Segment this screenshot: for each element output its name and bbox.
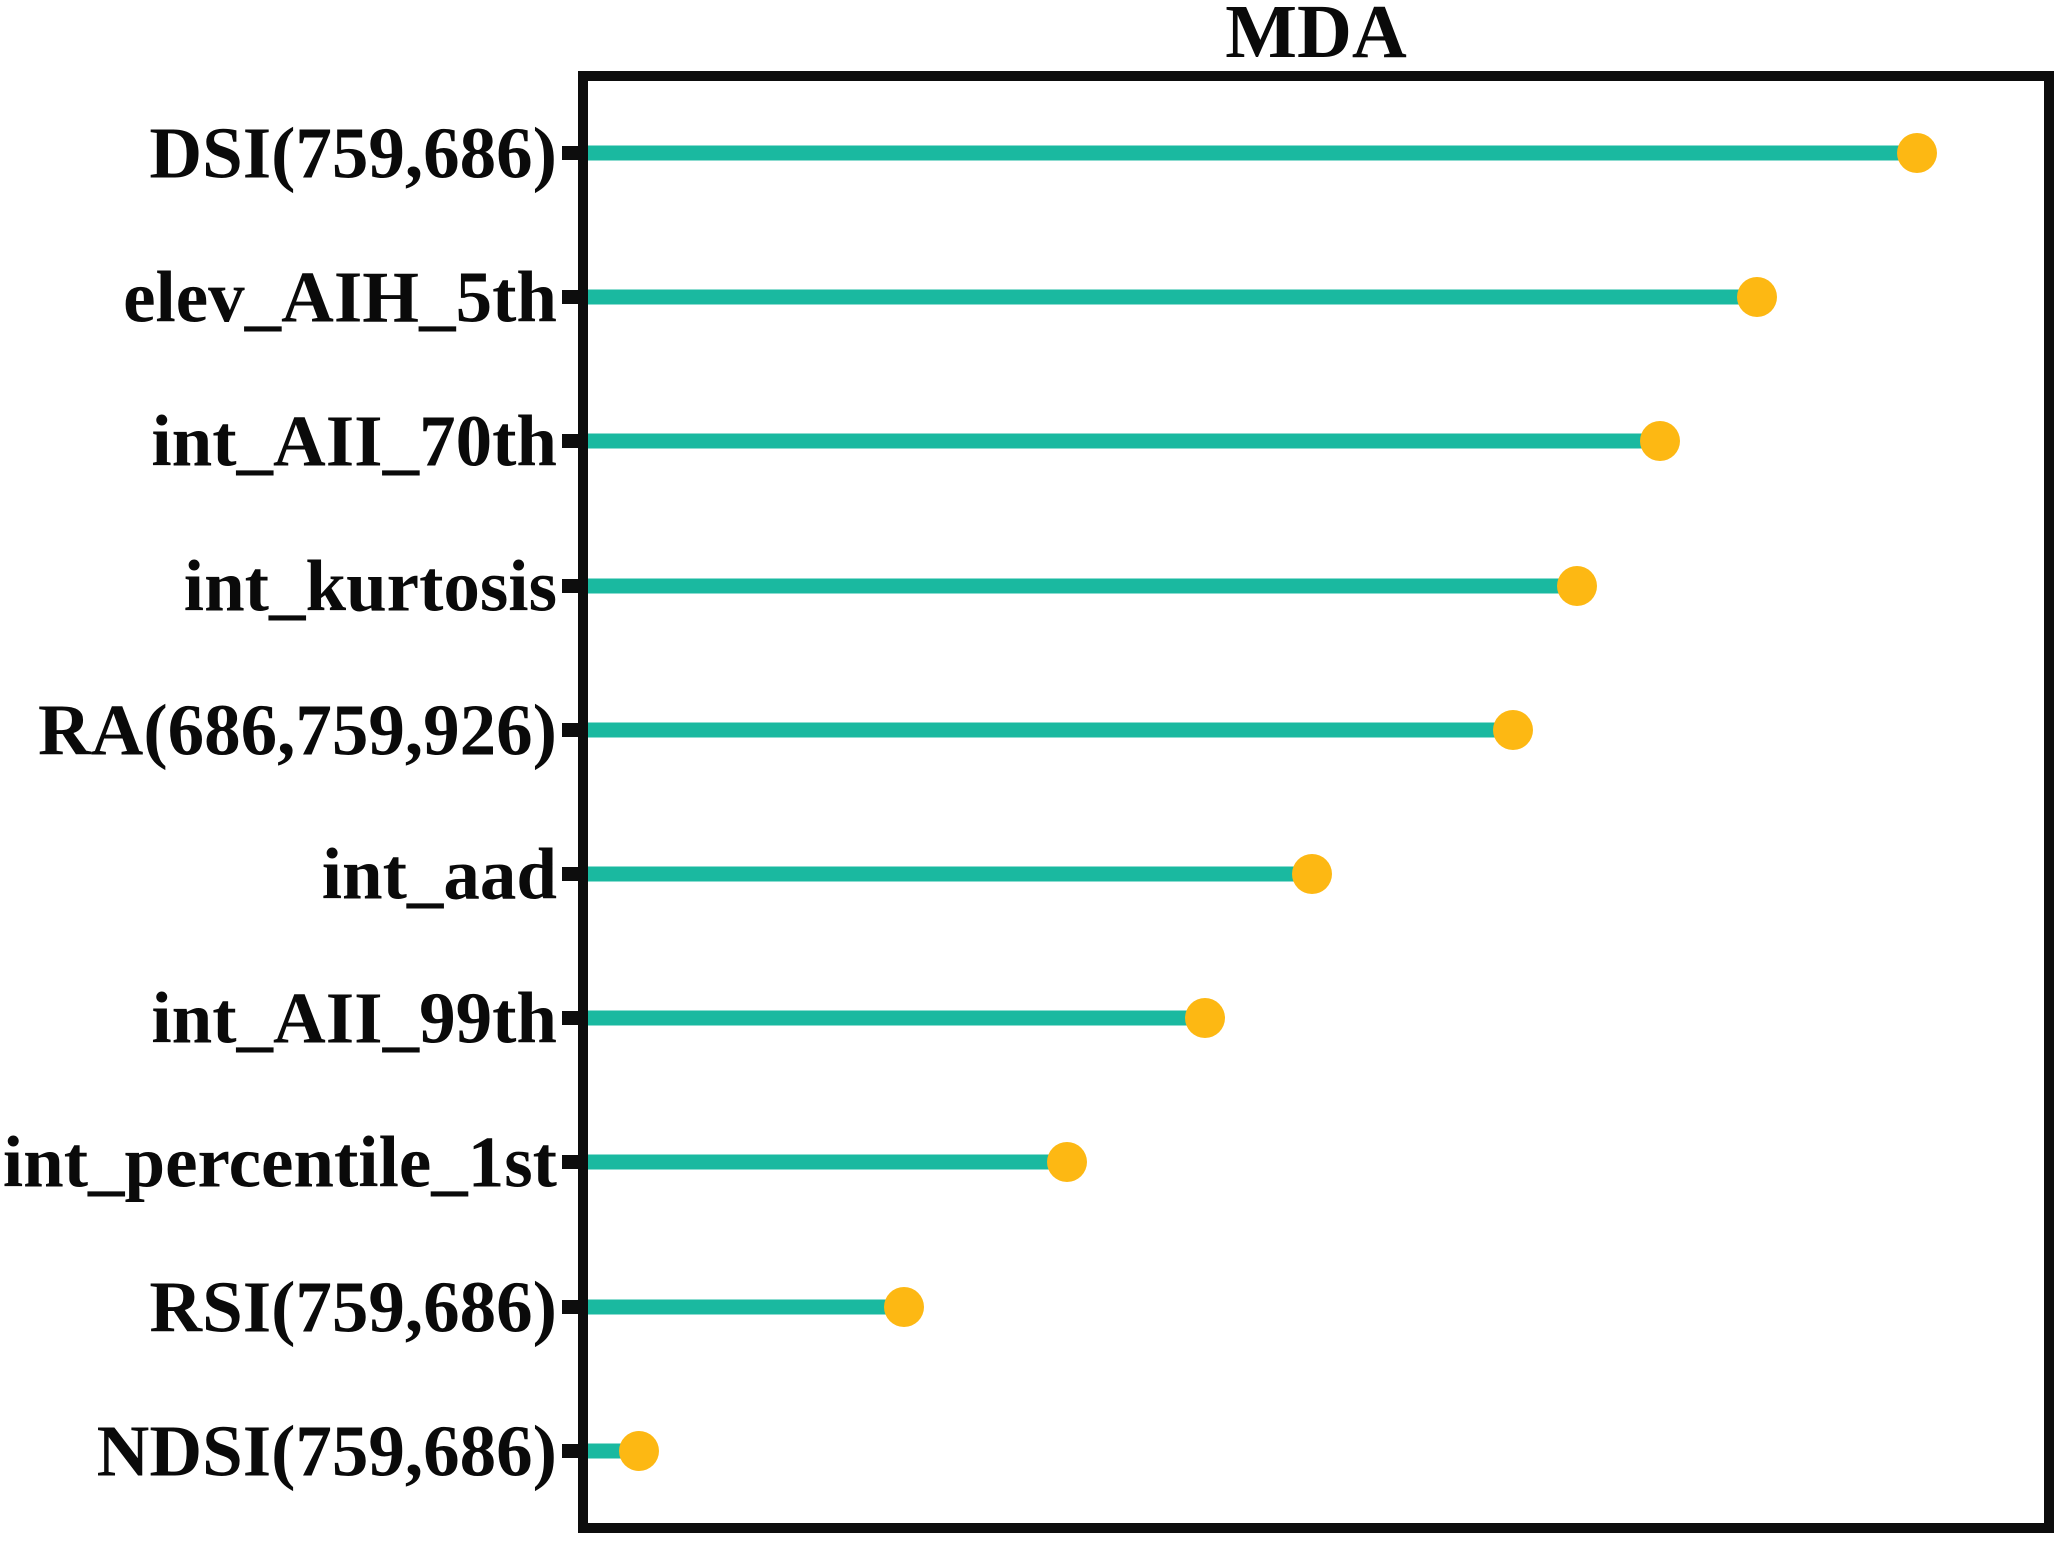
y-axis-tick xyxy=(562,1299,579,1314)
category-label: elev_AIH_5th xyxy=(123,256,557,338)
category-label: int_percentile_1st xyxy=(2,1121,557,1203)
y-axis-tick xyxy=(562,1011,579,1026)
lollipop-line xyxy=(588,433,1660,449)
lollipop-dot-marker xyxy=(1556,565,1597,606)
category-label: int_AII_99th xyxy=(151,977,557,1059)
lollipop-rows: DSI(759,686) elev_AIH_5th int_AII_70th i… xyxy=(3,81,2044,1523)
lollipop-row: int_aad xyxy=(322,802,2044,946)
lollipop-row: int_kurtosis xyxy=(184,514,2044,658)
lollipop-dot-marker xyxy=(1185,998,1226,1039)
lollipop-row: RSI(759,686) xyxy=(149,1235,2044,1379)
lollipop-row: elev_AIH_5th xyxy=(123,225,2044,369)
lollipop-line xyxy=(588,866,1312,882)
lollipop-dot-marker xyxy=(1639,421,1680,462)
category-label: int_kurtosis xyxy=(183,545,557,627)
category-label: RA(686,759,926) xyxy=(37,689,557,771)
lollipop-dot-marker xyxy=(1737,277,1778,318)
lollipop-line xyxy=(588,145,1918,161)
lollipop-row: int_AII_70th xyxy=(151,369,2044,513)
y-axis-tick xyxy=(562,290,579,305)
lollipop-dot-marker xyxy=(1492,709,1533,750)
y-axis-tick xyxy=(562,1155,579,1170)
chart-title: MDA xyxy=(1225,0,1407,74)
lollipop-dot-marker xyxy=(883,1286,924,1327)
lollipop-row: RA(686,759,926) xyxy=(38,658,2044,802)
lollipop-line xyxy=(588,722,1513,738)
lollipop-dot-marker xyxy=(1291,854,1332,895)
lollipop-line xyxy=(588,1010,1206,1026)
lollipop-row: int_AII_99th xyxy=(151,946,2044,1090)
lollipop-line xyxy=(588,289,1758,305)
category-label: NDSI(759,686) xyxy=(96,1410,557,1492)
lollipop-dot-marker xyxy=(618,1430,659,1471)
lollipop-line xyxy=(588,1299,904,1315)
y-axis-tick xyxy=(562,146,579,161)
lollipop-dot-marker xyxy=(1897,133,1938,174)
y-axis-tick xyxy=(562,434,579,449)
lollipop-row: int_percentile_1st xyxy=(3,1090,2044,1234)
lollipop-dot-marker xyxy=(1047,1142,1088,1183)
category-label: DSI(759,686) xyxy=(149,112,557,194)
plot-area: DSI(759,686) elev_AIH_5th int_AII_70th i… xyxy=(3,71,2054,1533)
lollipop-line xyxy=(588,578,1577,594)
y-axis-tick xyxy=(562,867,579,882)
lollipop-row: NDSI(759,686) xyxy=(97,1379,2044,1523)
y-axis-tick xyxy=(562,1443,579,1458)
category-label: int_AII_70th xyxy=(151,400,557,482)
category-label: RSI(759,686) xyxy=(149,1266,557,1348)
lollipop-row: DSI(759,686) xyxy=(149,81,2044,225)
lollipop-line xyxy=(588,1154,1068,1170)
y-axis-tick xyxy=(562,722,579,737)
y-axis-tick xyxy=(562,578,579,593)
category-label: int_aad xyxy=(321,833,557,915)
